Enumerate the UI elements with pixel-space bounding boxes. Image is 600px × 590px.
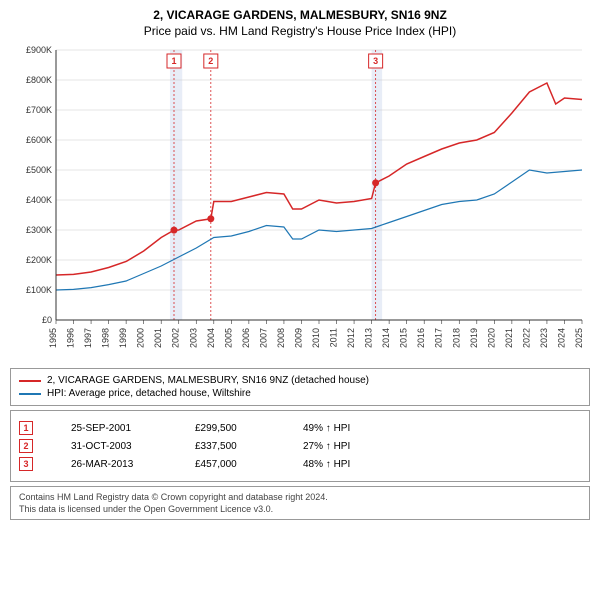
svg-text:2022: 2022	[521, 328, 531, 348]
marker-date: 25-SEP-2001	[71, 423, 157, 434]
legend-item: 2, VICARAGE GARDENS, MALMESBURY, SN16 9N…	[19, 375, 581, 386]
svg-text:2018: 2018	[451, 328, 461, 348]
svg-text:2014: 2014	[381, 328, 391, 348]
svg-text:2012: 2012	[346, 328, 356, 348]
svg-text:3: 3	[373, 56, 378, 66]
marker-percent: 49% ↑ HPI	[303, 423, 383, 434]
legend: 2, VICARAGE GARDENS, MALMESBURY, SN16 9N…	[10, 368, 590, 406]
svg-text:£0: £0	[42, 315, 52, 325]
svg-text:£200K: £200K	[26, 255, 52, 265]
attribution-footer: Contains HM Land Registry data © Crown c…	[10, 486, 590, 520]
svg-text:2011: 2011	[329, 328, 339, 347]
footer-line: Contains HM Land Registry data © Crown c…	[19, 491, 581, 503]
chart-area: £0 £100K £200K £300K £400K £500K £600K £700K £80…	[10, 44, 590, 364]
marker-badge: 3	[19, 457, 33, 471]
svg-text:2003: 2003	[188, 328, 198, 348]
svg-text:1: 1	[171, 56, 176, 66]
table-row: 2 31-OCT-2003 £337,500 27% ↑ HPI	[19, 439, 581, 453]
chart-title-address: 2, VICARAGE GARDENS, MALMESBURY, SN16 9N…	[10, 8, 590, 22]
svg-text:£400K: £400K	[26, 195, 52, 205]
svg-text:£800K: £800K	[26, 75, 52, 85]
svg-text:£500K: £500K	[26, 165, 52, 175]
svg-text:2024: 2024	[556, 328, 566, 348]
chart-titles: 2, VICARAGE GARDENS, MALMESBURY, SN16 9N…	[10, 8, 590, 38]
svg-text:2004: 2004	[206, 328, 216, 348]
svg-text:£700K: £700K	[26, 105, 52, 115]
legend-swatch	[19, 380, 41, 382]
marker-date: 26-MAR-2013	[71, 459, 157, 470]
svg-text:2002: 2002	[171, 328, 181, 348]
legend-item: HPI: Average price, detached house, Wilt…	[19, 388, 581, 399]
svg-text:2025: 2025	[574, 328, 584, 348]
svg-text:2006: 2006	[241, 328, 251, 348]
svg-text:2015: 2015	[399, 328, 409, 348]
svg-text:1999: 1999	[118, 328, 128, 348]
svg-text:2010: 2010	[311, 328, 321, 348]
legend-label: HPI: Average price, detached house, Wilt…	[47, 388, 251, 399]
footer-line: This data is licensed under the Open Gov…	[19, 503, 581, 515]
legend-swatch	[19, 393, 41, 395]
svg-text:2005: 2005	[223, 328, 233, 348]
svg-text:£600K: £600K	[26, 135, 52, 145]
table-row: 1 25-SEP-2001 £299,500 49% ↑ HPI	[19, 421, 581, 435]
line-chart: £0 £100K £200K £300K £400K £500K £600K £700K £80…	[10, 44, 590, 364]
svg-text:2007: 2007	[258, 328, 268, 348]
marker-badge: 2	[19, 439, 33, 453]
svg-text:1998: 1998	[101, 328, 111, 348]
marker-price: £337,500	[195, 441, 265, 452]
svg-text:2000: 2000	[136, 328, 146, 348]
svg-text:2: 2	[208, 56, 213, 66]
table-row: 3 26-MAR-2013 £457,000 48% ↑ HPI	[19, 457, 581, 471]
svg-text:1995: 1995	[48, 328, 58, 348]
svg-text:2009: 2009	[293, 328, 303, 348]
marker-price: £299,500	[195, 423, 265, 434]
sale-markers-table: 1 25-SEP-2001 £299,500 49% ↑ HPI 2 31-OC…	[10, 410, 590, 482]
svg-text:2013: 2013	[364, 328, 374, 348]
svg-text:2020: 2020	[486, 328, 496, 348]
marker-percent: 48% ↑ HPI	[303, 459, 383, 470]
svg-text:2023: 2023	[539, 328, 549, 348]
svg-text:2016: 2016	[416, 328, 426, 348]
svg-text:1996: 1996	[66, 328, 76, 348]
figure-container: 2, VICARAGE GARDENS, MALMESBURY, SN16 9N…	[0, 0, 600, 590]
svg-text:£100K: £100K	[26, 285, 52, 295]
marker-badge: 1	[19, 421, 33, 435]
svg-text:2019: 2019	[469, 328, 479, 348]
svg-text:£900K: £900K	[26, 45, 52, 55]
svg-text:2021: 2021	[504, 328, 514, 348]
chart-title-subtitle: Price paid vs. HM Land Registry's House …	[10, 24, 590, 38]
svg-text:2001: 2001	[153, 328, 163, 348]
marker-percent: 27% ↑ HPI	[303, 441, 383, 452]
marker-date: 31-OCT-2003	[71, 441, 157, 452]
svg-text:2008: 2008	[276, 328, 286, 348]
marker-price: £457,000	[195, 459, 265, 470]
svg-text:1997: 1997	[83, 328, 93, 348]
legend-label: 2, VICARAGE GARDENS, MALMESBURY, SN16 9N…	[47, 375, 369, 386]
svg-text:2017: 2017	[434, 328, 444, 348]
svg-text:£300K: £300K	[26, 225, 52, 235]
